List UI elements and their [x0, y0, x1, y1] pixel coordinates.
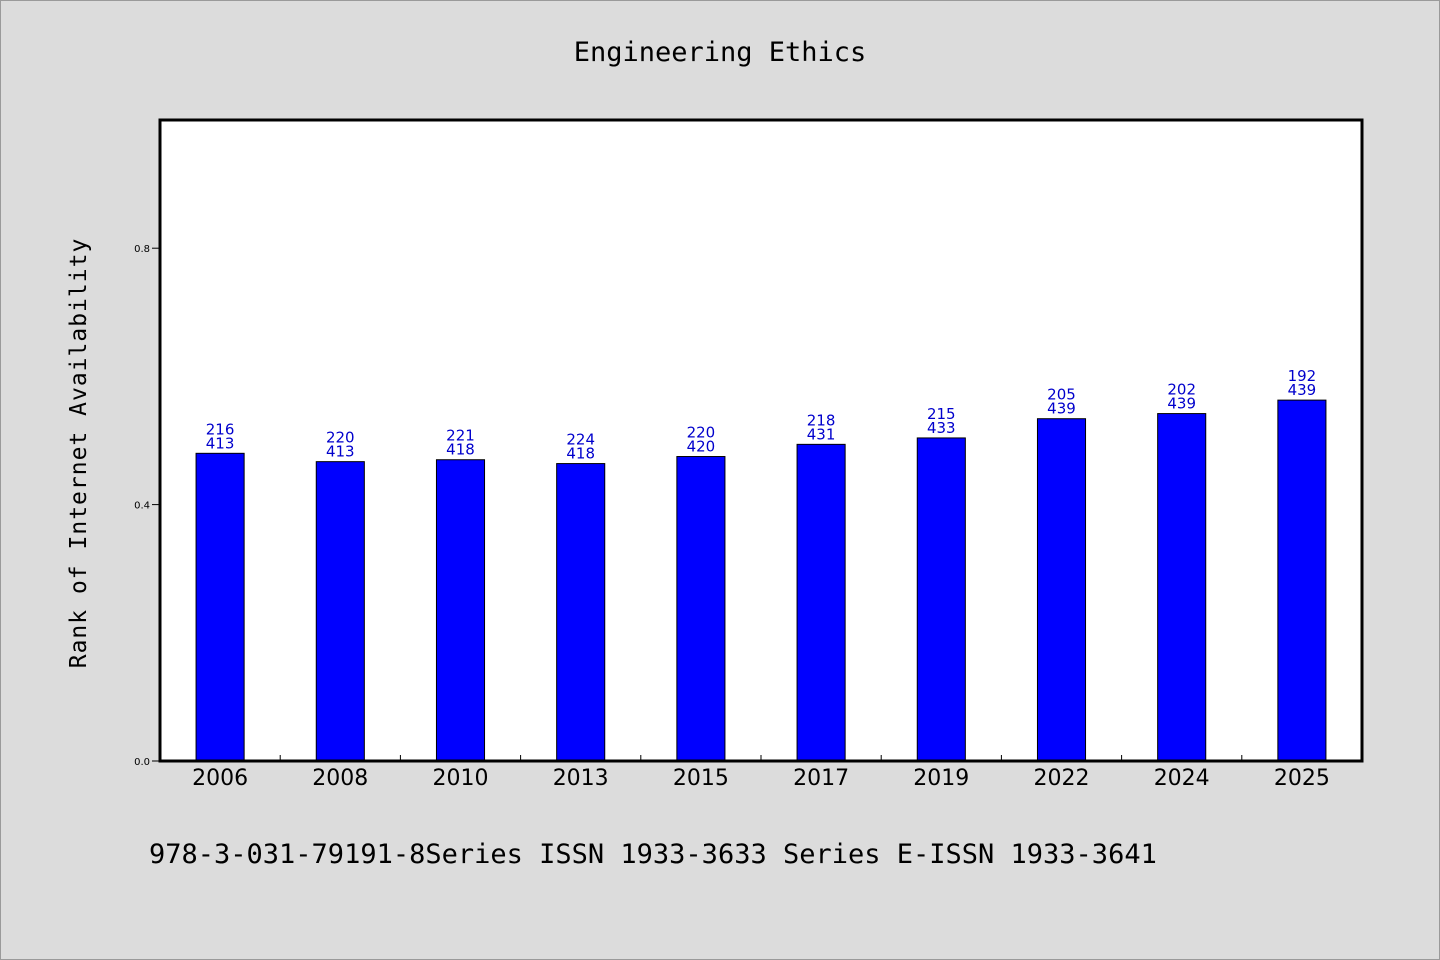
- data-label-top-2006: 216: [206, 420, 235, 438]
- data-label-top-2015: 220: [687, 424, 716, 442]
- bar-2006: [195, 452, 245, 762]
- data-label-bottom-2015: 420: [687, 438, 716, 456]
- bar-2024: [1157, 413, 1207, 762]
- y-tick-label-0.8: 0.8: [134, 244, 150, 255]
- data-label-top-2022: 205: [1047, 386, 1076, 404]
- bar-2017: [796, 443, 846, 762]
- data-label-top-2024: 202: [1167, 381, 1196, 399]
- x-tick-label-2008: 2008: [312, 766, 368, 791]
- bar-2008: [315, 461, 365, 762]
- data-label-top-2017: 218: [807, 411, 836, 429]
- data-label-bottom-2006: 413: [206, 434, 235, 452]
- x-tick-label-2022: 2022: [1034, 766, 1090, 791]
- x-tick-label-2025: 2025: [1274, 766, 1330, 791]
- bar-2019: [916, 437, 966, 762]
- y-tick-label-0.0: 0.0: [134, 757, 150, 768]
- x-tick-label-2006: 2006: [192, 766, 248, 791]
- bar-2025: [1277, 399, 1327, 762]
- data-label-top-2025: 192: [1288, 367, 1317, 385]
- bars-layer: [195, 399, 1327, 762]
- data-label-bottom-2010: 418: [446, 441, 475, 459]
- x-axis-ticks: 2006 2008 2010 2013 2015 2017 2019 2022 2024 2025: [192, 755, 1330, 791]
- data-label-top-2019: 215: [927, 405, 956, 423]
- y-tick-label-0.4: 0.4: [134, 501, 150, 512]
- data-label-bottom-2008: 413: [326, 443, 355, 461]
- x-tick-label-2010: 2010: [433, 766, 489, 791]
- data-label-top-2013: 224: [566, 431, 595, 449]
- y-axis-label: Rank of Internet Availability: [66, 238, 92, 669]
- chart-title: Engineering Ethics: [574, 37, 867, 68]
- bar-2013: [556, 463, 606, 762]
- bar-2010: [435, 459, 486, 762]
- x-tick-label-2017: 2017: [793, 766, 849, 791]
- data-label-bottom-2022: 439: [1047, 400, 1076, 418]
- y-axis-ticks: 0.0 0.4 0.8: [134, 244, 160, 768]
- bar-2015: [676, 456, 726, 762]
- x-tick-label-2019: 2019: [913, 766, 969, 791]
- x-tick-label-2015: 2015: [673, 766, 729, 791]
- footer-isbn-text: 978-3-031-79191-8Series ISSN 1933-3633 S…: [149, 839, 1157, 870]
- data-label-top-2010: 221: [446, 427, 475, 445]
- data-label-bottom-2025: 439: [1288, 381, 1317, 399]
- x-tick-label-2013: 2013: [553, 766, 609, 791]
- data-label-bottom-2013: 418: [566, 445, 595, 463]
- data-label-top-2008: 220: [326, 429, 355, 447]
- data-label-bottom-2024: 439: [1167, 395, 1196, 413]
- bar-2022: [1036, 418, 1087, 762]
- data-label-bottom-2019: 433: [927, 419, 956, 437]
- x-tick-label-2024: 2024: [1154, 766, 1210, 791]
- data-label-bottom-2017: 431: [807, 425, 836, 443]
